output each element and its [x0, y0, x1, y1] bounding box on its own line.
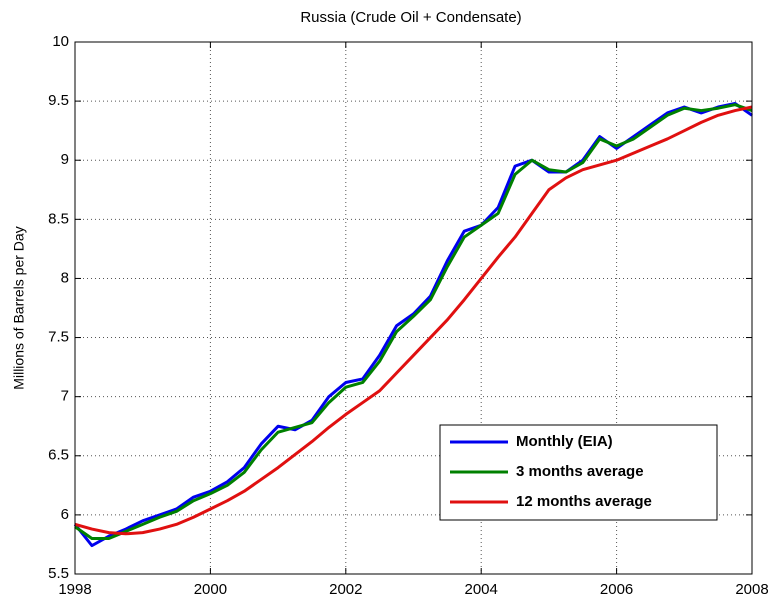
x-tick-label: 1998	[58, 581, 91, 598]
legend-label: Monthly (EIA)	[516, 433, 613, 450]
y-tick-label: 7.5	[48, 329, 69, 346]
y-tick-label: 9.5	[48, 92, 69, 109]
y-axis-label: Millions of Barrels per Day	[11, 226, 27, 389]
y-tick-label: 6.5	[48, 447, 69, 464]
chart-title: Russia (Crude Oil + Condensate)	[300, 9, 521, 26]
x-tick-label: 2004	[465, 581, 498, 598]
x-tick-label: 2006	[600, 581, 633, 598]
series-line	[73, 101, 753, 548]
series-line	[74, 105, 753, 536]
plot-frame	[74, 41, 753, 575]
legend-label: 12 months average	[516, 493, 652, 510]
legend-label: 3 months average	[516, 463, 644, 480]
y-tick-label: 6	[61, 506, 69, 523]
x-tick-label: 2000	[194, 581, 227, 598]
y-tick-label: 9	[61, 151, 69, 168]
y-tick-label: 8	[61, 269, 69, 286]
x-tick-label: 2008	[735, 581, 768, 598]
y-tick-label: 7	[61, 388, 69, 405]
x-tick-label: 2002	[329, 581, 362, 598]
series-line	[74, 103, 753, 541]
y-tick-label: 8.5	[48, 210, 69, 227]
y-tick-label: 10	[52, 33, 69, 50]
y-tick-label: 5.5	[48, 565, 69, 582]
